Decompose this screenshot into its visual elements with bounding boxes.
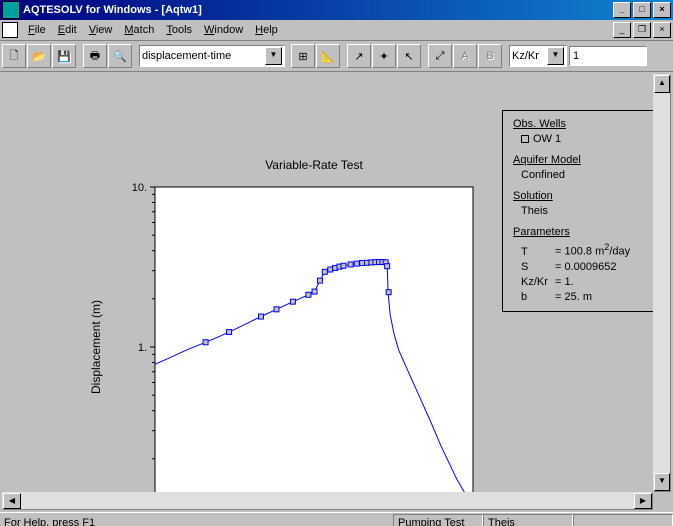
menu-edit[interactable]: Edit [52, 23, 83, 37]
solution-header: Solution [513, 190, 553, 202]
plot-type-dropdown[interactable]: displacement-time ▼ [139, 45, 285, 67]
titlebar: AQTESOLV for Windows - [Aqtw1] _ □ × [0, 0, 673, 20]
vertical-scrollbar[interactable]: ▲ ▼ [653, 74, 671, 492]
status-help: For Help, press F1 [0, 515, 388, 526]
parameter-row: S= 0.0009652 [521, 260, 643, 275]
info-panel: Obs. Wells OW 1 Aquifer Model Confined S… [502, 110, 654, 312]
svg-text:Displacement (m): Displacement (m) [89, 300, 103, 394]
status-solution: Theis [483, 514, 573, 526]
print-preview-button[interactable]: 🔍 [108, 44, 132, 68]
minimize-button[interactable]: _ [613, 2, 631, 18]
menu-view[interactable]: View [83, 23, 119, 37]
tool-c-button[interactable]: ⤢ [428, 44, 452, 68]
mdi-restore-button[interactable]: ❐ [633, 22, 651, 38]
obs-wells-header: Obs. Wells [513, 118, 566, 130]
tool-a: A [453, 44, 477, 68]
save-button[interactable]: 💾 [52, 44, 76, 68]
menu-file[interactable]: File [22, 23, 52, 37]
window-title: AQTESOLV for Windows - [Aqtw1] [23, 4, 611, 16]
scroll-left-button[interactable]: ◀ [3, 493, 21, 509]
dropdown-arrow-icon: ▼ [547, 47, 564, 65]
solution-value: Theis [513, 204, 643, 219]
scroll-up-button[interactable]: ▲ [654, 75, 670, 93]
aquifer-model-value: Confined [513, 168, 643, 183]
parameter-row: Kz/Kr= 1. [521, 275, 643, 290]
obs-well-item: OW 1 [521, 132, 643, 147]
param-value-text: 1 [573, 50, 579, 62]
dropdown-arrow-icon: ▼ [265, 47, 282, 65]
menubar: FileEditViewMatchToolsWindowHelp _ ❐ × [0, 20, 673, 41]
parameter-row: b= 25. m [521, 290, 643, 305]
menu-tools[interactable]: Tools [160, 23, 198, 37]
menu-help[interactable]: Help [249, 23, 284, 37]
parameter-row: T= 100.8 m2/day [521, 240, 643, 260]
mdi-close-button[interactable]: × [653, 22, 671, 38]
aquifer-model-header: Aquifer Model [513, 154, 581, 166]
new-button[interactable]: 🗋 [2, 44, 26, 68]
statusbar: For Help, press F1 Pumping Test Theis [0, 512, 673, 526]
pointer-button[interactable]: ↖ [397, 44, 421, 68]
maximize-button[interactable]: □ [633, 2, 651, 18]
parameters-header: Parameters [513, 226, 570, 238]
menu-match[interactable]: Match [118, 23, 160, 37]
plot-type-value: displacement-time [142, 50, 263, 62]
tool-a-button[interactable]: ↗ [347, 44, 371, 68]
match-button[interactable]: 📐 [316, 44, 340, 68]
print-button[interactable]: 🖶 [83, 44, 107, 68]
tool-b: B [478, 44, 502, 68]
param-value-input[interactable]: 1 [569, 46, 647, 66]
document-icon[interactable] [2, 22, 18, 38]
toolbar: 🗋 📂 💾 🖶 🔍 displacement-time ▼ ⊞ 📐 ↗ ✦ ↖ … [0, 41, 673, 72]
menu-window[interactable]: Window [198, 23, 249, 37]
horizontal-scrollbar[interactable]: ◀ ▶ [2, 492, 653, 510]
svg-text:Variable-Rate Test: Variable-Rate Test [265, 158, 363, 172]
close-button[interactable]: × [653, 2, 671, 18]
svg-text:1.: 1. [138, 342, 147, 354]
scroll-track[interactable] [654, 93, 670, 473]
mdi-minimize-button[interactable]: _ [613, 22, 631, 38]
param-select-dropdown[interactable]: Kz/Kr ▼ [509, 45, 567, 67]
param-select-value: Kz/Kr [512, 50, 545, 62]
grid-button[interactable]: ⊞ [291, 44, 315, 68]
scroll-right-button[interactable]: ▶ [634, 493, 652, 509]
open-button[interactable]: 📂 [27, 44, 51, 68]
tool-b-button[interactable]: ✦ [372, 44, 396, 68]
svg-text:10.: 10. [132, 182, 147, 194]
app-icon [2, 1, 20, 19]
status-test-type: Pumping Test [393, 514, 483, 526]
client-area: Variable-Rate TestDisplacement (m)Time (… [0, 72, 673, 512]
status-empty [573, 514, 673, 526]
scroll-down-button[interactable]: ▼ [654, 473, 670, 491]
scroll-track[interactable] [21, 493, 634, 509]
